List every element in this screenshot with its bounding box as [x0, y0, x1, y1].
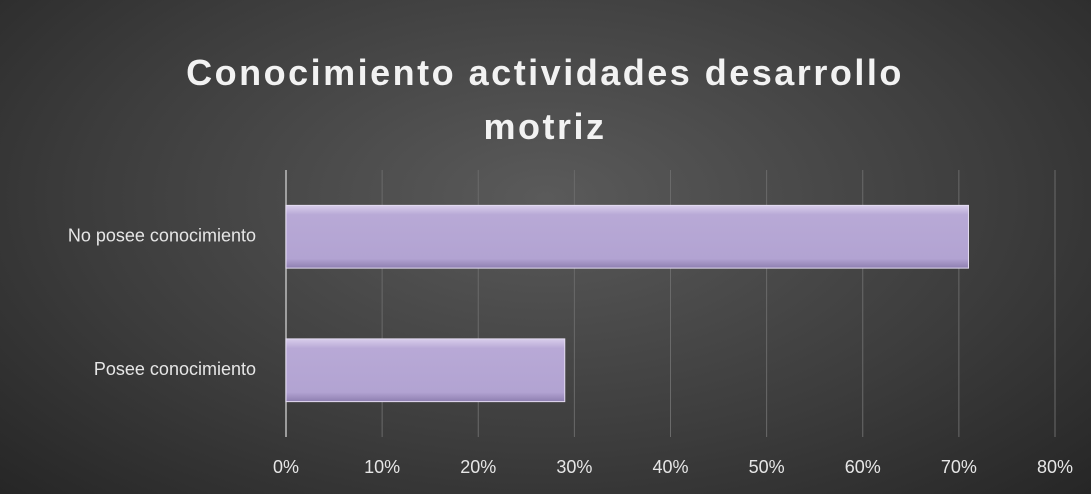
- bar: [285, 204, 969, 269]
- bar: [285, 338, 566, 403]
- x-tick-label: 30%: [556, 457, 592, 477]
- x-tick-label: 40%: [652, 457, 688, 477]
- x-tick-label: 50%: [749, 457, 785, 477]
- x-tick-label: 0%: [273, 457, 299, 477]
- x-tick-label: 80%: [1037, 457, 1073, 477]
- y-tick-label: No posee conocimiento: [68, 226, 256, 246]
- x-tick-label: 60%: [845, 457, 881, 477]
- chart-title: Conocimiento actividades desarrollo motr…: [186, 52, 904, 147]
- y-tick-label: Posee conocimiento: [94, 359, 256, 379]
- x-tick-label: 10%: [364, 457, 400, 477]
- x-tick-label: 20%: [460, 457, 496, 477]
- x-tick-label: 70%: [941, 457, 977, 477]
